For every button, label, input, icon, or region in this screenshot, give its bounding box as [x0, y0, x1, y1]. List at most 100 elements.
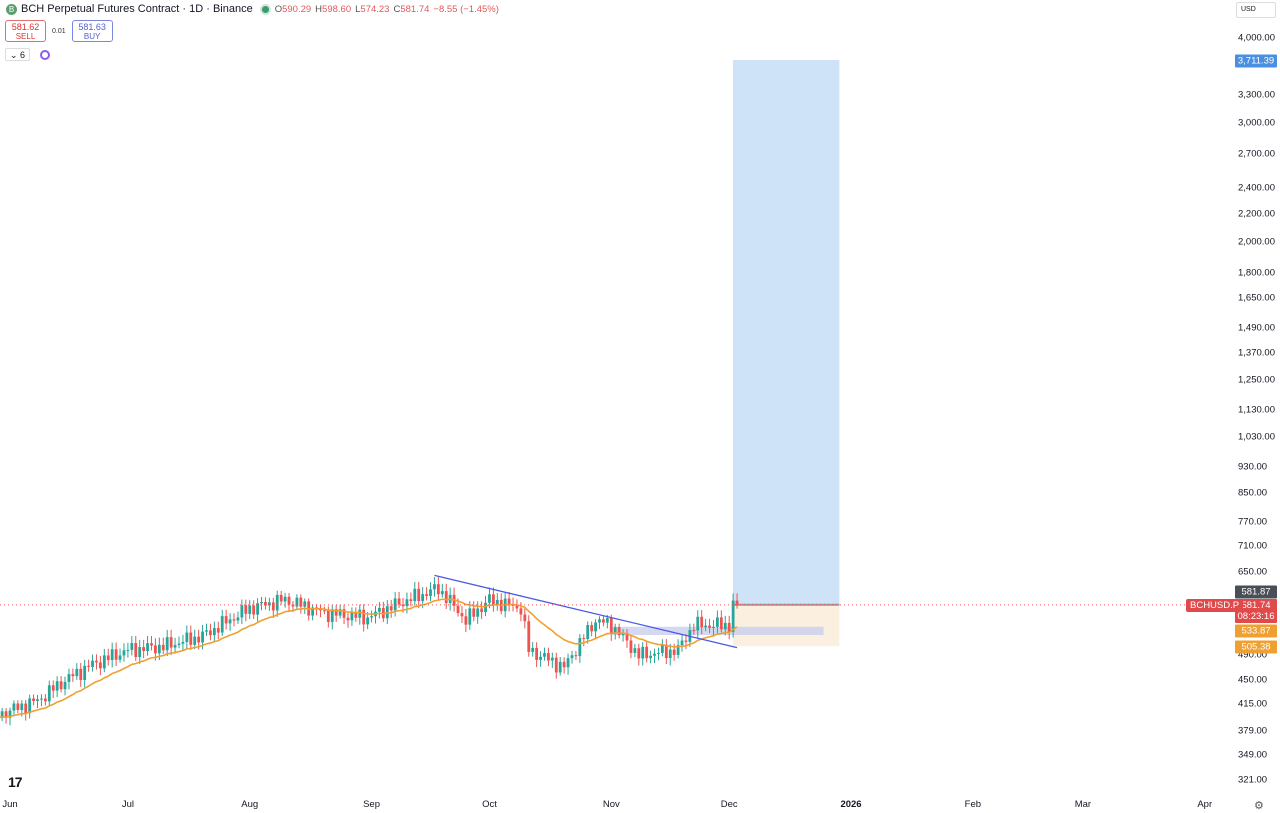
candle-body: [389, 606, 393, 611]
price-tick-label: 1,130.00: [1238, 404, 1275, 416]
candle-body: [138, 647, 142, 657]
candle-body: [417, 588, 421, 602]
candle-body: [323, 610, 326, 612]
candle-body: [550, 657, 554, 661]
candle-body: [165, 637, 169, 651]
candle-body: [334, 609, 338, 616]
candle-body: [605, 618, 609, 623]
candle-body: [264, 601, 267, 606]
candle-body: [232, 619, 236, 621]
candle-body: [51, 685, 55, 691]
candle-body: [649, 655, 652, 659]
candle-body: [436, 584, 440, 595]
price-tick-label: 2,200.00: [1238, 208, 1275, 220]
target-zone: [732, 60, 840, 605]
candle-body: [719, 617, 723, 630]
candle-body: [67, 674, 71, 682]
candle-body: [672, 649, 676, 655]
stop-zone: [732, 604, 840, 647]
candle-body: [641, 646, 645, 659]
candle-body: [456, 605, 460, 614]
candle-body: [236, 617, 240, 621]
tradingview-logo[interactable]: 17: [8, 774, 23, 790]
candle-body: [220, 616, 224, 633]
price-tick-label: 930.00: [1238, 461, 1268, 473]
candle-body: [71, 674, 75, 677]
candle-body: [405, 599, 409, 607]
candle-body: [362, 609, 366, 625]
indicators-toggle[interactable]: ⌄ 6: [5, 48, 31, 61]
candle-body: [716, 617, 719, 627]
candle-body: [491, 594, 495, 605]
change-value: −8.55 (−1.45%): [433, 3, 499, 15]
candle-body: [146, 643, 149, 652]
candle-body: [476, 608, 480, 617]
candle-body: [267, 602, 271, 606]
candle-body: [653, 653, 656, 656]
candle-body: [169, 637, 173, 648]
candle-body: [79, 668, 83, 681]
time-tick-label: Feb: [964, 799, 982, 810]
candle-body: [209, 630, 212, 636]
price-chart[interactable]: [0, 0, 1232, 795]
high-value: 598.60: [322, 3, 352, 15]
candle-body: [731, 600, 735, 632]
candle-body: [212, 628, 216, 636]
candle-body: [181, 642, 185, 644]
candle-body: [421, 594, 425, 602]
candle-body: [43, 698, 47, 702]
symbol-title[interactable]: BCH Perpetual Futures Contract · 1D · Bi…: [21, 3, 253, 15]
candle-body: [554, 657, 558, 673]
stop-price-label: 505.38: [1235, 640, 1277, 654]
candle-body: [354, 612, 358, 618]
currency-select[interactable]: USD: [1236, 2, 1276, 18]
symbol-tag: BCHUSD.P: [1186, 599, 1244, 612]
candle-body: [562, 661, 566, 668]
candle-body: [189, 632, 193, 645]
candle-body: [205, 630, 208, 632]
candle-body: [87, 665, 90, 667]
candle-body: [660, 644, 664, 653]
candle-body: [574, 655, 578, 657]
candle-body: [393, 598, 397, 611]
sell-button[interactable]: 581.62 SELL: [5, 20, 46, 42]
candle-body: [468, 608, 472, 625]
candle-body: [735, 600, 739, 605]
open-value: 590.29: [282, 3, 312, 15]
candle-body: [566, 658, 570, 668]
candle-body: [102, 655, 106, 669]
price-tick-label: 650.00: [1238, 566, 1268, 578]
settings-gear-icon[interactable]: ⚙: [1254, 800, 1264, 812]
price-tick-label: 1,650.00: [1238, 292, 1275, 304]
candle-body: [83, 665, 87, 681]
candle-body: [95, 660, 98, 663]
candle-body: [539, 656, 542, 660]
candle-body: [122, 650, 126, 656]
candle-body: [625, 633, 629, 641]
price-tick-label: 770.00: [1238, 516, 1268, 528]
price-tick-label: 321.00: [1238, 774, 1268, 786]
trade-panel: 581.62 SELL 0.01 581.63 BUY: [5, 20, 113, 42]
candle-body: [260, 601, 263, 604]
candle-body: [299, 597, 303, 607]
time-tick-label: Jun: [2, 799, 18, 810]
candle-body: [36, 699, 39, 701]
candle-body: [59, 681, 63, 690]
candle-body: [617, 627, 621, 636]
candle-body: [727, 622, 731, 632]
candle-body: [248, 605, 252, 614]
price-tick-label: 450.00: [1238, 674, 1268, 686]
candle-body: [708, 625, 711, 628]
candle-body: [114, 649, 118, 660]
buy-button[interactable]: 581.63 BUY: [71, 20, 113, 42]
candle-body: [370, 616, 373, 618]
candle-body: [271, 602, 275, 611]
spread-value: 0.01: [52, 27, 66, 35]
time-tick-label: Sep: [363, 799, 380, 810]
candle-body: [444, 591, 448, 604]
candle-body: [543, 653, 546, 657]
time-tick-label: Oct: [482, 799, 497, 810]
candle-body: [621, 633, 625, 636]
indicators-row: ⌄ 6: [5, 48, 51, 61]
ma-price-label: 533.87: [1235, 624, 1277, 638]
